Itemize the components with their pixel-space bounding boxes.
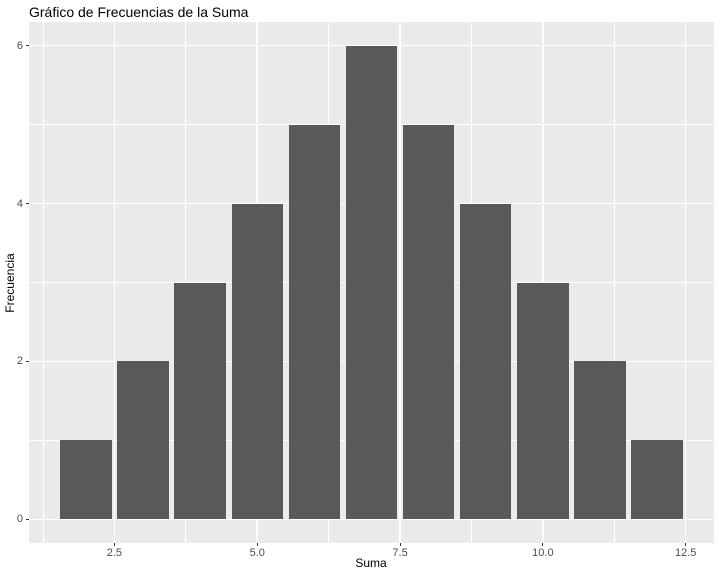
y-tick-mark	[26, 45, 29, 47]
x-axis-title: Suma	[355, 556, 387, 570]
y-tick-label: 2	[16, 355, 23, 368]
x-tick-mark	[256, 543, 258, 546]
major-gridline-x	[113, 22, 116, 543]
y-axis-title: Frecuencia	[3, 253, 17, 313]
bar	[631, 440, 683, 520]
y-tick-mark	[26, 518, 29, 520]
y-tick-label: 4	[16, 197, 23, 210]
bar	[117, 361, 169, 520]
y-tick-label: 6	[16, 39, 23, 52]
bar	[288, 124, 341, 520]
major-gridline-x	[399, 22, 401, 543]
x-tick-label: 7.5	[392, 547, 408, 559]
y-tick-mark	[26, 203, 29, 205]
minor-gridline-x	[613, 22, 615, 543]
x-tick-label: 2.5	[106, 547, 123, 559]
chart-title: Gráfico de Frecuencias de la Suma	[29, 4, 249, 20]
x-tick-label: 12.5	[675, 547, 697, 559]
x-tick-label: 10.0	[532, 547, 554, 559]
minor-gridline-x	[42, 22, 44, 543]
plot-panel	[29, 22, 714, 543]
x-tick-mark	[542, 543, 544, 546]
bar	[174, 282, 226, 520]
bar	[60, 440, 112, 520]
bar	[231, 203, 283, 520]
major-gridline-y	[29, 518, 714, 521]
x-tick-mark	[113, 543, 115, 546]
bar	[345, 45, 398, 520]
bar	[402, 124, 455, 520]
bar	[460, 203, 512, 520]
y-tick-label: 0	[16, 513, 23, 526]
x-tick-mark	[685, 543, 687, 546]
x-tick-label: 5.0	[249, 547, 265, 559]
y-tick-mark	[26, 360, 29, 362]
x-tick-mark	[399, 543, 401, 546]
major-gridline-x	[684, 22, 687, 543]
bar	[517, 282, 569, 520]
bar	[574, 361, 626, 520]
